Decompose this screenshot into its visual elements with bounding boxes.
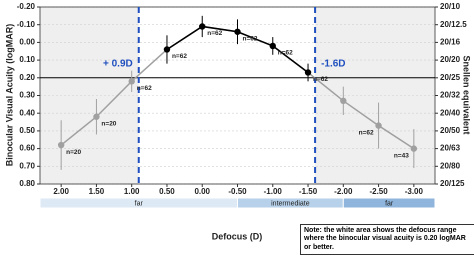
y-tick-label: 0.50 [19, 126, 35, 135]
x-tick-label: 1.50 [89, 187, 105, 196]
x-tick-label: -3.00 [405, 187, 424, 196]
y-tick-label: 0.80 [19, 179, 35, 188]
data-point [375, 122, 382, 129]
data-point [93, 113, 100, 120]
range-label: -1.6D [321, 58, 345, 69]
y2-tick-label: 20/63 [440, 144, 461, 153]
y-tick-label: 0.60 [19, 144, 35, 153]
y2-tick-label: 20/50 [440, 126, 461, 135]
y2-tick-label: 20/25 [440, 73, 461, 82]
x-tick-label: -1.00 [264, 187, 283, 196]
y2-tick-label: 20/125 [440, 179, 465, 188]
band-label: far [135, 200, 144, 207]
x-axis-title: Defocus (D) [212, 231, 263, 241]
y-tick-label: -0.10 [17, 20, 36, 29]
x-tick-label: 0.00 [194, 187, 210, 196]
y-tick-label: 0.10 [19, 55, 35, 64]
y2-tick-label: 20/32 [440, 91, 461, 100]
data-point [304, 69, 312, 76]
x-tick-label: -2.50 [369, 187, 388, 196]
sample-size: n=20 [66, 149, 81, 156]
y-tick-label: 0.70 [19, 161, 35, 170]
sample-size: n=62 [207, 30, 222, 37]
sample-size: n=62 [359, 129, 374, 136]
x-tick-label: 1.00 [124, 187, 140, 196]
note: Note: the white area shows the defocus r… [300, 224, 474, 256]
sample-size: n=62 [137, 85, 152, 92]
sample-size: n=62 [313, 76, 328, 83]
x-tick-label: -1.50 [299, 187, 318, 196]
y2-tick-label: 20/20 [440, 55, 461, 64]
y2-tick-label: 20/40 [440, 108, 461, 117]
data-point [410, 145, 418, 152]
y2-tick-label: 20/80 [440, 161, 461, 170]
sample-size: n=20 [101, 120, 116, 127]
sample-size: n=62 [172, 53, 187, 60]
x-tick-label: -2.00 [334, 187, 353, 196]
data-point [269, 42, 276, 50]
data-point [57, 141, 65, 149]
y-tick-label: 0.30 [19, 91, 35, 100]
band-label: far [385, 200, 394, 207]
data-point [163, 46, 171, 53]
y2-tick-label: 20/16 [440, 38, 461, 47]
sample-size: n=62 [243, 35, 258, 42]
data-point [128, 78, 135, 85]
y2-tick-label: 20/10 [440, 2, 461, 11]
y-axis-title: Binocular Visual Acuity (logMAR) [4, 24, 14, 167]
y-tick-label: 0.40 [19, 108, 35, 117]
data-point [199, 23, 206, 30]
y-tick-label: 0.00 [19, 38, 35, 47]
y-tick-label: 0.20 [19, 73, 35, 82]
y2-axis-title: Snellen equivalent [462, 55, 472, 134]
x-tick-label: 2.00 [53, 187, 69, 196]
data-point [234, 28, 241, 35]
y-tick-label: -0.20 [17, 2, 36, 11]
y2-tick-label: 20/12.5 [440, 20, 467, 29]
distance-band [342, 197, 436, 209]
range-label: + 0.9D [103, 58, 133, 69]
band-label: intermediate [271, 200, 310, 207]
data-point [340, 97, 347, 105]
sample-size: n=62 [278, 50, 293, 57]
x-tick-label: 0.50 [159, 187, 175, 196]
sample-size: n=43 [394, 152, 409, 159]
x-tick-label: -0.50 [228, 187, 247, 196]
